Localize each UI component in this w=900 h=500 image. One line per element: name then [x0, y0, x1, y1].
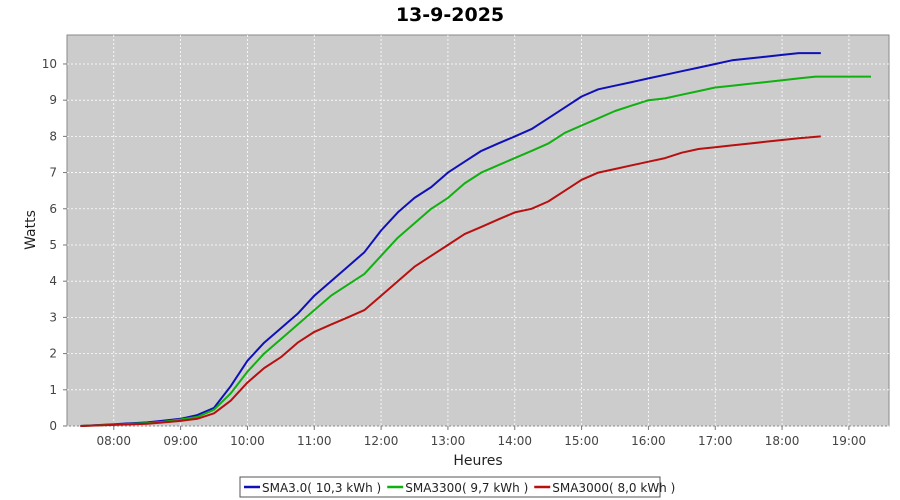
y-tick-label: 10: [42, 57, 57, 71]
x-tick-label: 14:00: [497, 434, 532, 448]
y-tick-label: 1: [49, 383, 57, 397]
y-tick-label: 2: [49, 347, 57, 361]
y-tick-label: 9: [49, 93, 57, 107]
legend: SMA3.0( 10,3 kWh ) SMA3300( 9,7 kWh ) SMA3…: [239, 476, 675, 498]
x-tick-label: 11:00: [297, 434, 332, 448]
y-axis-title: Watts: [23, 210, 39, 250]
x-tick-label: 19:00: [832, 434, 867, 448]
axes: 08:00 09:00 10:00 11:00 12:00 13:00 14:00 15:00…: [42, 57, 866, 448]
y-tick-label: 5: [49, 238, 57, 252]
x-tick-label: 17:00: [698, 434, 733, 448]
y-tick-label: 7: [49, 166, 57, 180]
y-tick-label: 8: [49, 129, 57, 143]
series-line-1: [80, 75, 871, 427]
chart-title: 13-9-2025: [396, 4, 504, 26]
x-tick-label: 16:00: [631, 434, 666, 448]
y-tick-label: 3: [49, 310, 57, 324]
legend-box: [239, 476, 661, 498]
series-lines: [80, 52, 871, 427]
x-tick-label: 13:00: [431, 434, 466, 448]
y-tick-label: 4: [49, 274, 57, 288]
x-tick-label: 15:00: [564, 434, 599, 448]
y-tick-label: 6: [49, 202, 57, 216]
x-tick-label: 12:00: [364, 434, 399, 448]
series-line-2: [80, 135, 821, 427]
legend-label-0: SMA3.0( 10,3 kWh ): [262, 481, 381, 495]
series-line-0: [80, 52, 821, 427]
y-tick-label: 0: [49, 419, 57, 433]
x-tick-label: 09:00: [163, 434, 198, 448]
legend-label-1: SMA3300( 9,7 kWh ): [405, 481, 528, 495]
x-axis-title: Heures: [453, 453, 502, 469]
x-tick-label: 10:00: [230, 434, 265, 448]
x-tick-label: 18:00: [765, 434, 800, 448]
legend-label-2: SMA3000( 8,0 kWh ): [552, 481, 675, 495]
plot-area: [66, 34, 890, 427]
x-tick-label: 08:00: [96, 434, 131, 448]
